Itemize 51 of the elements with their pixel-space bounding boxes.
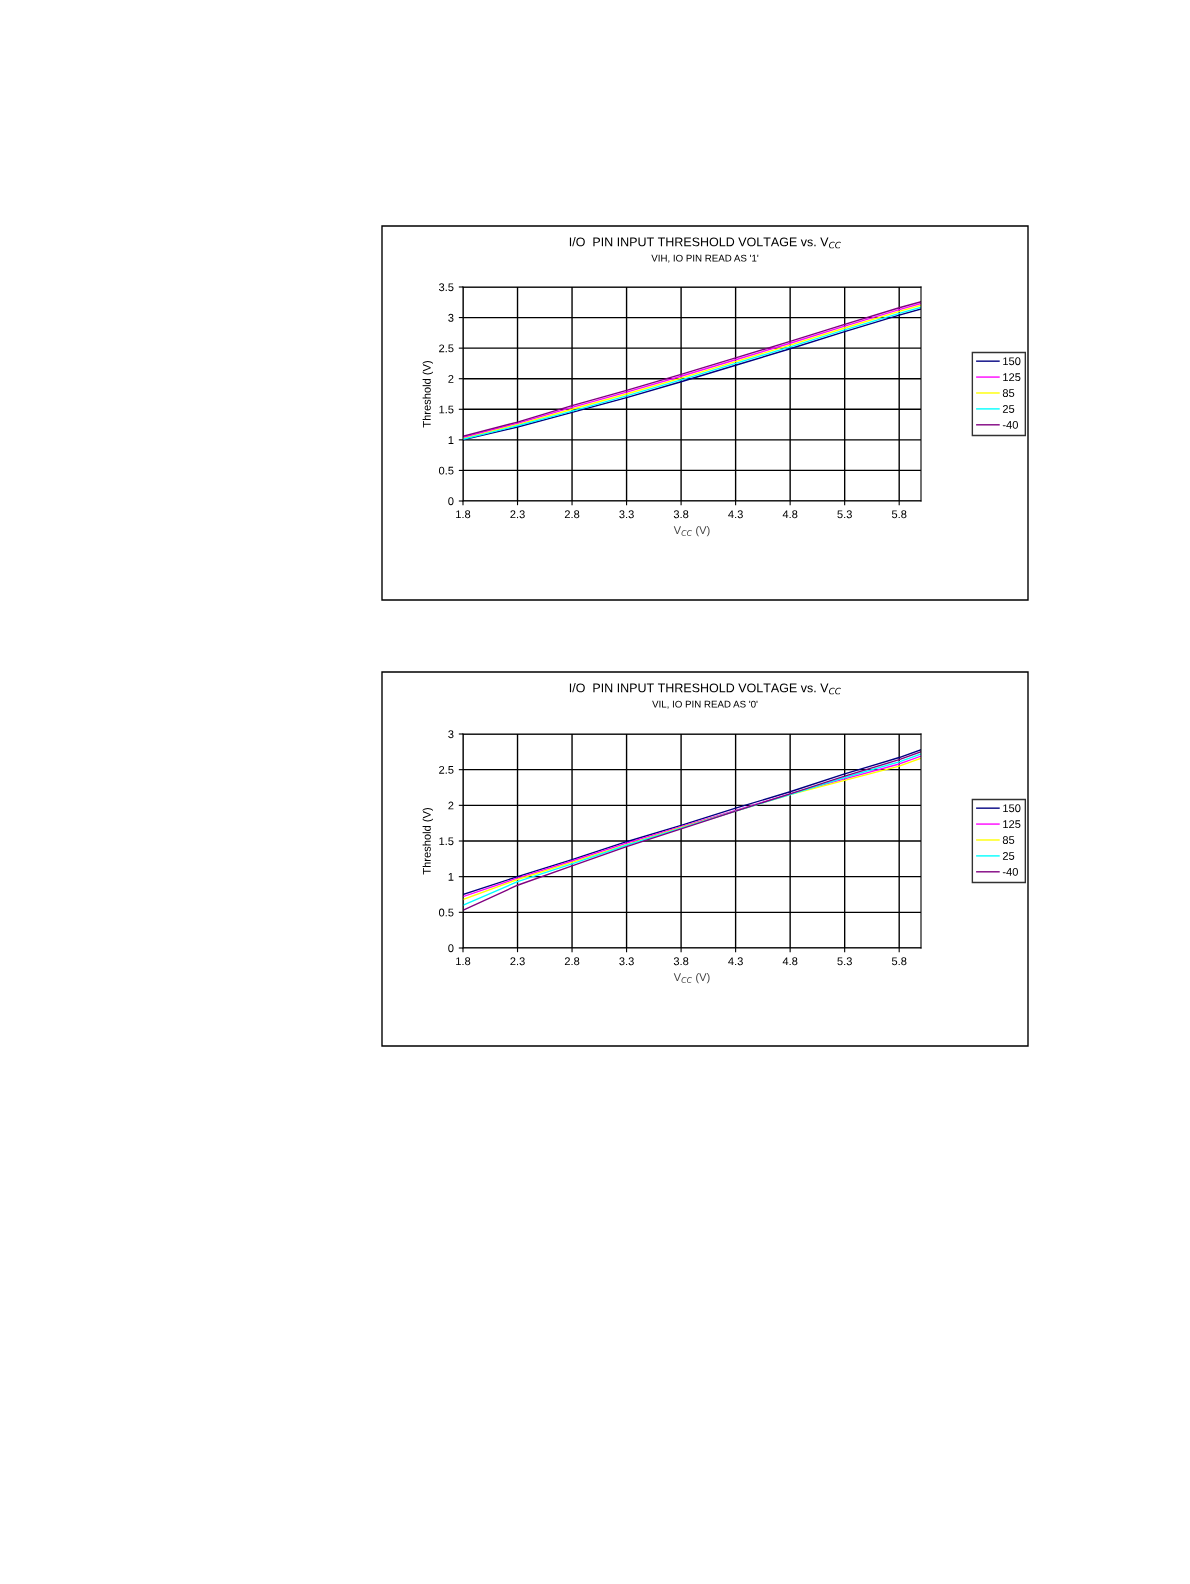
- x-tick-label: 2.8: [564, 510, 580, 519]
- y-tick-label: 0: [448, 497, 454, 506]
- legend-label: 25: [1002, 852, 1015, 860]
- x-tick-label: 3.3: [619, 957, 634, 966]
- legend-label: 85: [1002, 389, 1015, 397]
- y-tick-label: 3.5: [438, 283, 454, 292]
- y-tick-label: 0.5: [438, 466, 454, 475]
- chart-title: I/O PIN INPUT THRESHOLD VOLTAGE vs. V$_{CC}$: [569, 237, 841, 249]
- y-tick-label: 0.5: [438, 908, 454, 917]
- legend-label: -40: [1002, 420, 1018, 429]
- x-tick-label: 2.8: [564, 957, 580, 966]
- y-tick-label: 3: [448, 313, 454, 322]
- x-tick-label: 5.8: [891, 957, 907, 966]
- x-tick-label: 3.8: [673, 957, 689, 966]
- y-tick-label: 1.5: [439, 405, 454, 414]
- chart-title: I/O PIN INPUT THRESHOLD VOLTAGE vs. V$_{CC}$: [569, 683, 841, 695]
- legend-label: 125: [1003, 373, 1021, 382]
- y-tick-label: 3: [448, 730, 454, 739]
- x-tick-label: 5.3: [837, 510, 852, 519]
- x-axis-title: V$_{CC}$ (V): [673, 972, 710, 984]
- x-tick-label: 2.3: [510, 957, 525, 966]
- y-tick-label: 0: [448, 944, 454, 953]
- x-tick-label: 1.8: [456, 957, 471, 966]
- y-tick-label: 1: [448, 436, 454, 444]
- x-tick-label: 2.3: [510, 510, 525, 519]
- x-tick-label: 4.3: [728, 957, 743, 966]
- y-tick-label: 1.5: [439, 837, 454, 846]
- chart-subtitle: VIH, IO PIN READ AS '1': [651, 254, 759, 263]
- y-tick-label: 2: [448, 801, 454, 810]
- y-tick-label: 2: [448, 374, 454, 383]
- x-tick-label: 5.3: [837, 957, 852, 966]
- y-axis-title: Threshold (V): [422, 361, 433, 428]
- x-tick-label: 4.8: [782, 510, 798, 519]
- legend-label: 150: [1003, 804, 1021, 813]
- y-tick-label: 2.5: [439, 765, 454, 774]
- y-axis-title: Threshold (V): [422, 808, 433, 875]
- y-tick-label: 1: [448, 873, 454, 881]
- x-tick-label: 1.8: [456, 510, 471, 519]
- legend-label: 25: [1002, 405, 1015, 413]
- legend-label: 150: [1003, 357, 1021, 366]
- legend-label: -40: [1002, 867, 1018, 876]
- legend-label: 85: [1002, 836, 1015, 844]
- x-tick-label: 5.8: [891, 510, 907, 519]
- chart-subtitle: VIL, IO PIN READ AS '0': [652, 700, 758, 709]
- legend-label: 125: [1003, 820, 1021, 829]
- x-tick-label: 4.8: [782, 957, 798, 966]
- x-tick-label: 3.3: [619, 510, 634, 519]
- y-tick-label: 2.5: [439, 344, 454, 353]
- x-axis-title: V$_{CC}$ (V): [673, 525, 710, 537]
- x-tick-label: 3.8: [673, 510, 689, 519]
- x-tick-label: 4.3: [728, 510, 743, 519]
